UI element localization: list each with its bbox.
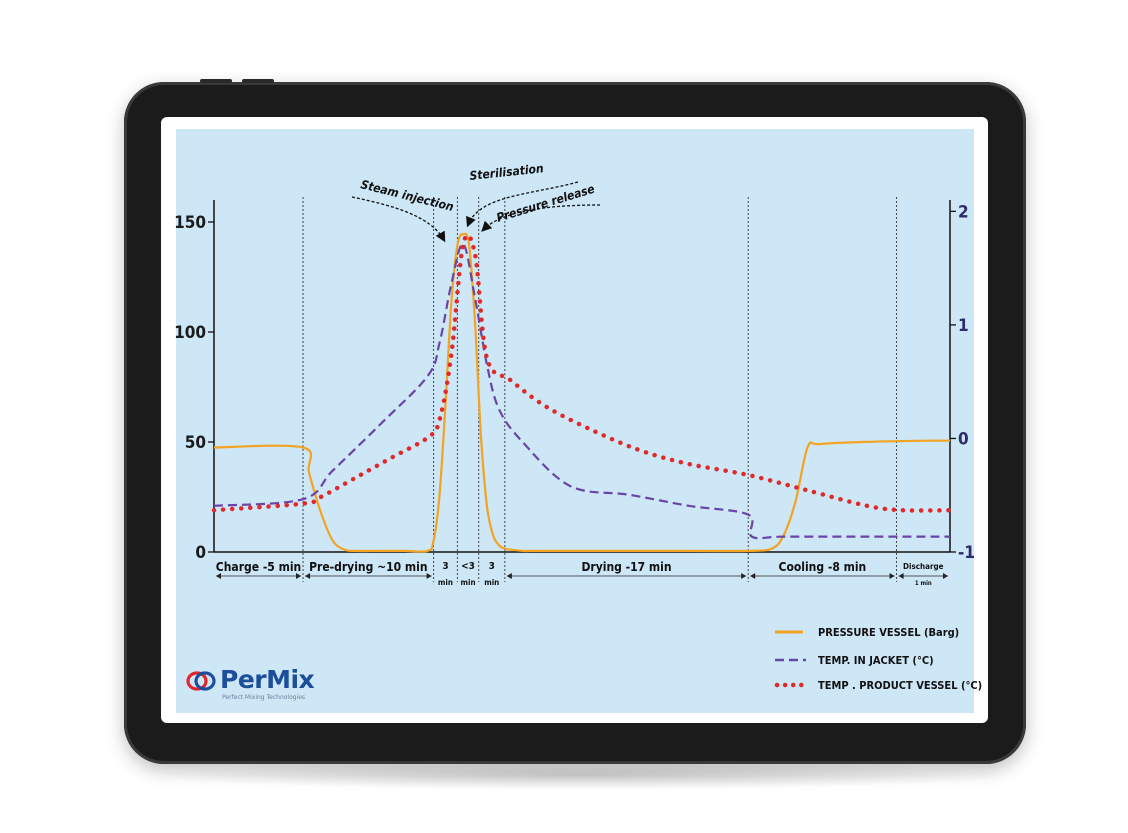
- phase-label: Discharge: [903, 562, 944, 571]
- phase-span-arrow-right: [889, 573, 895, 579]
- phase-span-arrow-left: [216, 573, 221, 579]
- sterilisation-arrow: [466, 181, 579, 228]
- brand-name: PerMix: [220, 665, 315, 694]
- phase-label: <3: [461, 561, 475, 572]
- phase-label: Pre-drying ~10 min: [309, 560, 427, 574]
- tablet-top-button: [200, 79, 232, 83]
- phase-label: Cooling -8 min: [779, 560, 867, 574]
- phase-label: 3: [489, 561, 495, 572]
- brand-tagline: Perfect Mixing Technologies: [222, 694, 306, 701]
- series-line-temp-jacket: [213, 242, 950, 540]
- legend: PRESSURE VESSEL (Barg) TEMP. IN JACKET (…: [774, 626, 982, 692]
- series-lines: [211, 232, 953, 553]
- steam-injection-label: Steam injection: [359, 177, 455, 214]
- y-right-tick-label: 1: [958, 316, 969, 336]
- phase-span-arrow-right: [741, 573, 747, 579]
- phase-span-arrow-right: [943, 573, 948, 579]
- pressure-release-arrow: [481, 204, 601, 232]
- phase-span-arrow-right: [426, 573, 432, 579]
- legend-label-jacket: TEMP. IN JACKET (°C): [818, 654, 934, 667]
- brand-logo-block: PerMix Perfect Mixing Technologies: [186, 665, 336, 705]
- phase-sublabel: min: [438, 578, 453, 587]
- sterilisation-label: Sterilisation: [469, 161, 545, 183]
- phase-span-arrow-right: [296, 573, 302, 579]
- steam-injection-arrow: [351, 196, 446, 243]
- legend-label-product: TEMP . PRODUCT VESSEL (°C): [818, 679, 982, 692]
- phase-sublabel: min: [460, 578, 475, 587]
- chart-background: [176, 129, 974, 713]
- phase-label: 3: [442, 561, 448, 572]
- y-left-tick-label: 150: [174, 213, 206, 233]
- phase-label: Charge -5 min: [216, 560, 301, 574]
- tablet-top-button-2: [242, 79, 274, 83]
- y-left-tick-label: 100: [174, 323, 206, 343]
- phase-sublabel: 1 min: [915, 580, 932, 587]
- y-right-tick-label: 0: [958, 429, 969, 449]
- permix-swirl-icon: [186, 671, 216, 691]
- phase-span-arrow-left: [750, 573, 756, 579]
- phase-label: Drying -17 min: [581, 560, 671, 574]
- y-right-tick-label: -1: [958, 543, 975, 563]
- callouts: Steam injection Sterilisation Pressure r…: [351, 161, 601, 243]
- y-left-tick-label: 50: [185, 433, 206, 453]
- tablet-shadow: [150, 760, 1010, 790]
- y-left-tick-label: 0: [195, 543, 206, 563]
- phase-span-arrow-left: [305, 573, 311, 579]
- pressure-release-label: Pressure release: [495, 182, 597, 225]
- phase-sublabel: min: [484, 578, 499, 587]
- series-line-temp-product: [211, 232, 953, 513]
- phase-span-arrow-left: [898, 573, 904, 579]
- phase-span-arrow-left: [506, 573, 512, 579]
- phase-annotations: Charge -5 min Pre-drying ~10 min 3 min <3 min…: [216, 197, 948, 587]
- legend-label-pressure: PRESSURE VESSEL (Barg): [818, 626, 959, 639]
- series-line-pressure-vessel: [213, 232, 951, 553]
- y-right-tick-label: 2: [958, 202, 969, 222]
- axes: 0 50 100 150 -1 0 1 2: [174, 200, 975, 563]
